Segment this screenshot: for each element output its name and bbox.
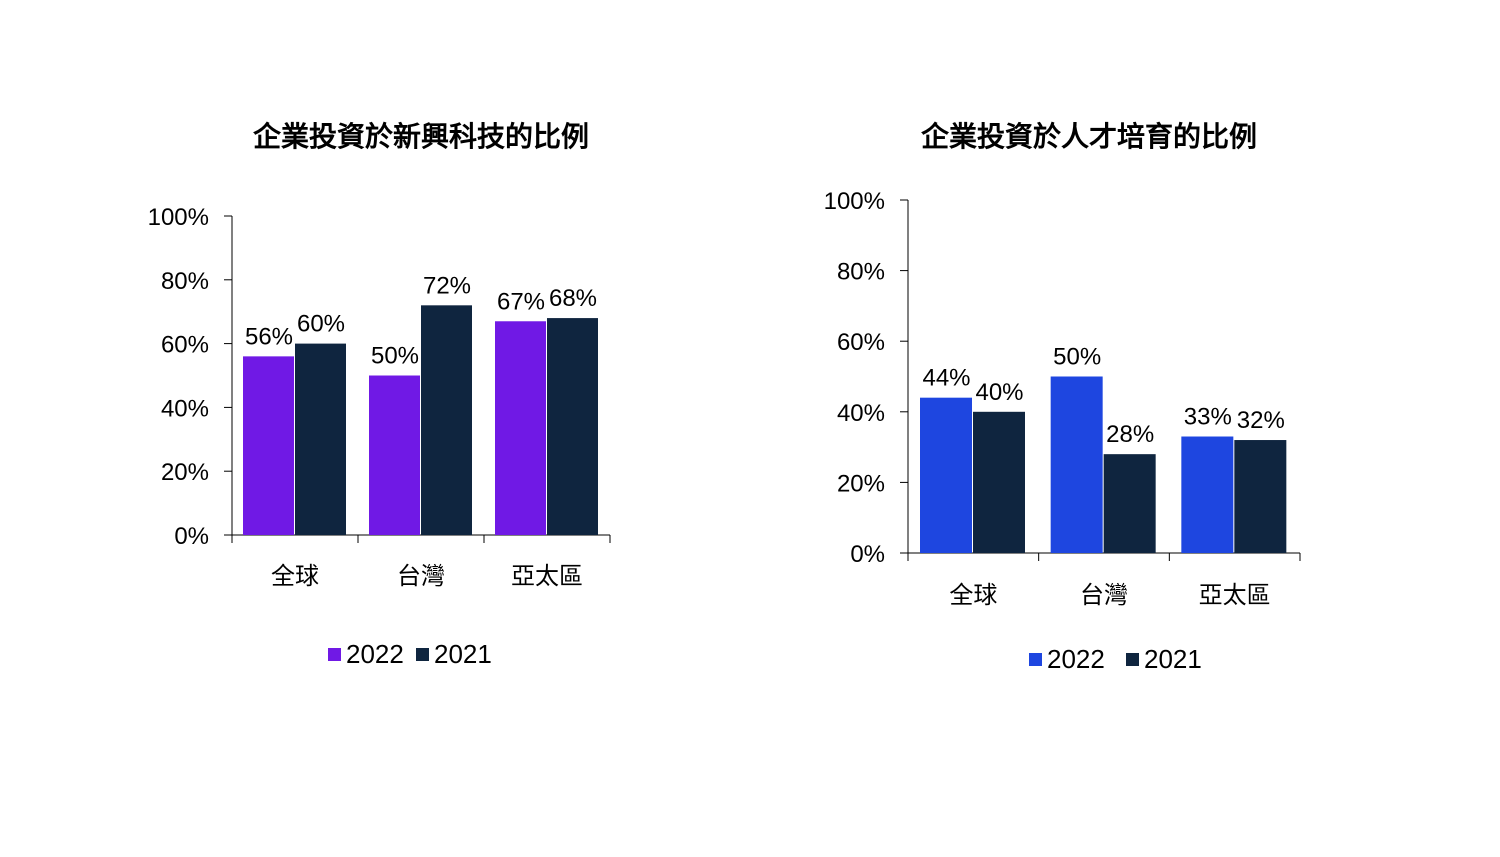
bar-2022 [495, 321, 546, 535]
chart-emerging-tech: 企業投資於新興科技的比例 0%20%40%60%80%100% 全球 台灣 亞太區 … [148, 120, 611, 669]
y-tick-label: 40% [161, 395, 209, 422]
x-category-label: 台灣 [1080, 581, 1128, 609]
y-tick-label: 20% [837, 470, 885, 497]
y-axis: 0% 20% 40% 60% 80% 100% [824, 188, 909, 568]
data-label: 60% [297, 311, 345, 338]
data-label: 56% [245, 323, 293, 350]
legend: 2022 2021 [1029, 644, 1202, 674]
legend-label: 2021 [1144, 644, 1202, 674]
bar-2021 [421, 305, 472, 535]
y-tick-label: 40% [837, 400, 885, 427]
y-tick-label: 60% [161, 332, 209, 359]
x-category-label: 台灣 [397, 562, 445, 590]
legend-label: 2022 [346, 639, 404, 669]
data-label: 32% [1237, 407, 1285, 434]
chart-title: 企業投資於人才培育的比例 [921, 120, 1257, 153]
y-tick-label: 60% [837, 329, 885, 356]
bar-2021 [1234, 440, 1287, 553]
bars [920, 376, 1287, 553]
data-label: 33% [1184, 404, 1232, 431]
x-axis: 全球 台灣 亞太區 [231, 534, 611, 590]
data-label: 72% [423, 272, 471, 299]
y-tick-label: 0% [174, 523, 209, 550]
x-axis: 全球 台灣 亞太區 [907, 552, 1301, 609]
data-label: 40% [975, 379, 1023, 406]
x-category-label: 全球 [949, 581, 997, 609]
y-tick-label: 100% [148, 204, 209, 231]
data-label: 67% [497, 288, 545, 315]
y-axis: 0% 20% 40% 60% 80% 100% [148, 204, 233, 550]
data-label: 44% [922, 365, 970, 392]
chart-talent-development: 企業投資於人才培育的比例 0%20%40%60%80%100% 全球 台灣 亞太區 … [824, 120, 1301, 674]
legend-label: 2022 [1047, 644, 1105, 674]
data-labels: 56% 50% 67% 60% 72% 68% [245, 272, 597, 369]
legend-swatch [1029, 653, 1042, 666]
bar-2021 [295, 343, 346, 535]
y-tick-label: 0% [850, 541, 885, 568]
x-category-label: 亞太區 [511, 562, 583, 590]
bars [243, 305, 598, 535]
data-label: 28% [1106, 421, 1154, 448]
data-label: 68% [549, 285, 597, 312]
bar-2022 [243, 356, 294, 535]
x-category-label: 全球 [271, 562, 319, 590]
bar-2022 [920, 397, 972, 553]
bar-2022 [1050, 376, 1103, 553]
y-tick-label: 20% [161, 459, 209, 486]
chart-title: 企業投資於新興科技的比例 [253, 120, 589, 153]
y-tick-label: 80% [161, 268, 209, 295]
legend-swatch [1126, 653, 1139, 666]
data-label: 50% [371, 343, 419, 370]
x-category-label: 亞太區 [1199, 581, 1271, 609]
y-tick-label: 80% [837, 259, 885, 286]
bar-2022 [369, 375, 420, 535]
legend-swatch [416, 648, 429, 661]
bar-2021 [547, 318, 598, 535]
y-tick-label: 100% [824, 188, 885, 215]
bar-2022 [1181, 436, 1234, 553]
legend: 2022 2021 [328, 639, 492, 669]
legend-label: 2021 [434, 639, 492, 669]
data-label: 50% [1053, 344, 1101, 371]
bar-2021 [1103, 454, 1156, 553]
legend-swatch [328, 648, 341, 661]
bar-2021 [973, 411, 1025, 553]
data-labels: 44% 50% 33% 40% 28% 32% [922, 344, 1284, 449]
